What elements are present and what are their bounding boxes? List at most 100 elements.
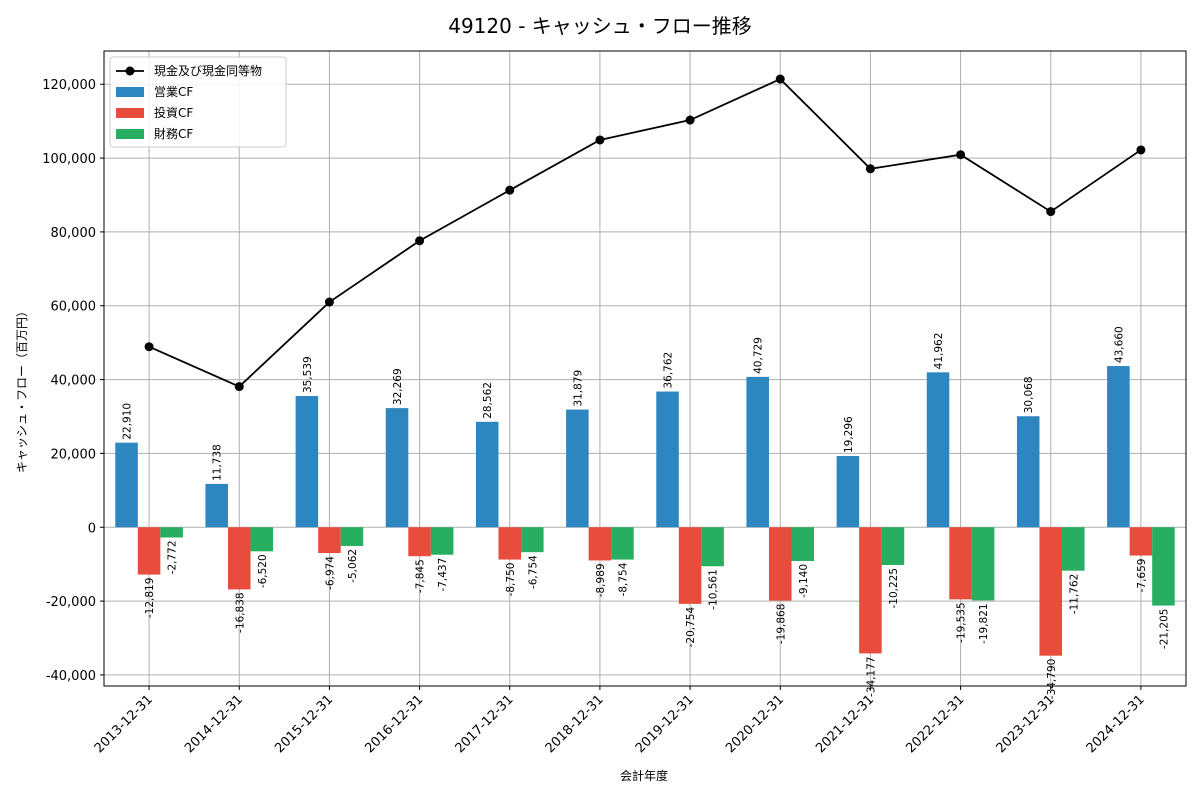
- data-label: 30,068: [1023, 376, 1035, 413]
- data-label: -7,659: [1136, 559, 1148, 593]
- data-label: -6,974: [324, 556, 336, 590]
- bar: [1107, 366, 1130, 528]
- data-label: -6,520: [257, 554, 269, 588]
- bar: [250, 527, 274, 552]
- data-label: 36,762: [663, 352, 675, 389]
- data-label: -21,205: [1158, 609, 1170, 650]
- bar: [340, 527, 364, 546]
- bar: [611, 527, 634, 560]
- y-tick-label: 20,000: [51, 447, 97, 462]
- bar: [588, 527, 612, 561]
- bar: [881, 527, 905, 565]
- data-label: 41,962: [933, 333, 945, 370]
- bar: [115, 442, 138, 528]
- bar: [430, 527, 454, 555]
- data-label: 19,296: [843, 416, 855, 453]
- x-axis-label: 会計年度: [620, 768, 668, 783]
- x-tick-label: 2021-12-31: [813, 692, 877, 756]
- bar: [1062, 527, 1085, 571]
- y-tick-label: 60,000: [51, 300, 97, 315]
- bar: [566, 409, 589, 528]
- cash-point: [595, 135, 605, 145]
- bar: [385, 408, 409, 528]
- bar: [521, 527, 544, 553]
- y-tick-label: 120,000: [42, 78, 96, 93]
- cash-line: [148, 77, 1142, 388]
- cash-point: [956, 150, 966, 160]
- bar: [949, 527, 972, 600]
- bar: [859, 527, 882, 654]
- data-label: -10,561: [708, 569, 720, 610]
- legend-swatch: [116, 108, 144, 118]
- bar: [227, 527, 251, 590]
- bar: [791, 527, 815, 561]
- legend-label: 営業CF: [154, 85, 193, 99]
- data-label: -10,225: [888, 568, 900, 609]
- bar: [160, 527, 183, 538]
- data-label: -8,989: [595, 563, 607, 597]
- bar: [836, 456, 860, 528]
- bar: [475, 421, 499, 528]
- legend-label: 財務CF: [154, 126, 193, 141]
- cash-point: [1046, 207, 1056, 217]
- data-label: -8,750: [505, 563, 517, 597]
- x-tick-label: 2016-12-31: [362, 692, 426, 756]
- bar: [746, 376, 769, 528]
- cash-point: [415, 236, 425, 246]
- data-label: -2,772: [167, 540, 179, 574]
- y-tick-label: 100,000: [42, 152, 96, 167]
- data-label: -19,821: [978, 603, 990, 644]
- data-label: 31,879: [572, 370, 584, 407]
- data-label: -8,754: [617, 562, 629, 596]
- cash-point: [324, 297, 334, 307]
- bar: [971, 527, 995, 601]
- data-label: -20,754: [685, 607, 697, 648]
- line-layer: [144, 74, 1146, 392]
- x-tick-label: 2014-12-31: [182, 692, 246, 756]
- data-label-layer: 22,910 11,738 35,539 32,269 28,562 31,879 36,7…: [122, 326, 1171, 699]
- data-label: -5,062: [347, 549, 359, 583]
- data-label: -6,754: [527, 555, 539, 589]
- bar: [205, 483, 228, 528]
- data-label: 32,269: [392, 368, 404, 405]
- bar: [408, 527, 431, 557]
- data-label: -34,790: [1046, 659, 1058, 700]
- bar: [1152, 527, 1175, 606]
- bar: [295, 396, 319, 528]
- x-tick-label: 2023-12-31: [994, 692, 1058, 756]
- data-label: -16,838: [234, 592, 246, 633]
- cash-point: [144, 342, 154, 352]
- bar: [498, 527, 522, 560]
- data-label: 28,562: [482, 382, 494, 419]
- data-label: 35,539: [302, 356, 314, 393]
- data-label: -34,177: [865, 656, 877, 697]
- x-tick-label: 2017-12-31: [453, 692, 517, 756]
- bar: [926, 372, 950, 528]
- data-label: -19,535: [956, 602, 968, 643]
- bar: [318, 527, 341, 553]
- x-tick-label: 2013-12-31: [92, 692, 156, 756]
- bar: [678, 527, 702, 604]
- x-tick-label: 2024-12-31: [1084, 692, 1148, 756]
- cash-point: [865, 164, 875, 174]
- bar-layer: [115, 366, 1175, 656]
- cash-point: [685, 115, 695, 125]
- y-tick-label: 80,000: [51, 226, 97, 241]
- x-tick-label: 2015-12-31: [272, 692, 336, 756]
- data-label: 40,729: [753, 337, 765, 374]
- y-tick-label: -40,000: [46, 669, 96, 684]
- bar: [1129, 527, 1153, 556]
- data-label: -11,762: [1068, 574, 1080, 615]
- data-label: 11,738: [212, 444, 224, 481]
- data-label: -7,845: [415, 559, 427, 593]
- x-tick-label: 2019-12-31: [633, 692, 697, 756]
- legend-label: 現金及び現金同等物: [154, 63, 262, 78]
- data-label: -9,140: [798, 564, 810, 598]
- bar: [768, 527, 792, 601]
- legend-label: 投資CF: [154, 105, 193, 120]
- y-tick-label: 0: [88, 521, 96, 536]
- bar: [1016, 416, 1040, 528]
- legend-box: [109, 56, 287, 148]
